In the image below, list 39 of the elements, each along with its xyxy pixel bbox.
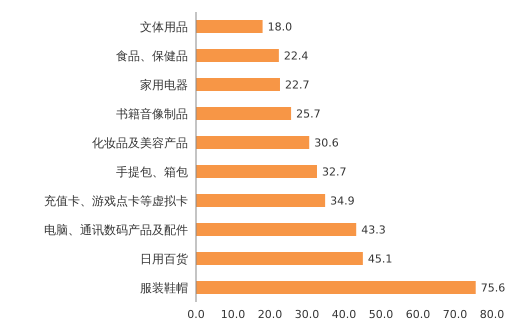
bar	[196, 78, 280, 91]
y-tick-label: 书籍音像制品	[116, 106, 188, 121]
data-label: 45.1	[368, 252, 392, 266]
bar	[196, 165, 317, 178]
data-label: 34.9	[330, 194, 355, 208]
data-label: 43.3	[361, 223, 386, 236]
data-label: 18.0	[268, 20, 292, 34]
bar	[196, 49, 279, 62]
y-tick-label: 化妆品及美容产品	[92, 136, 188, 150]
data-label: 25.7	[296, 107, 321, 120]
x-tick-label: 80.0	[480, 308, 504, 321]
y-tick-label: 家用电器	[140, 78, 188, 92]
bar	[196, 223, 356, 236]
bar	[196, 136, 310, 149]
y-tick-label: 电脑、通讯数码产品及配件	[44, 222, 188, 237]
y-tick-label: 日用百货	[140, 252, 188, 266]
bar	[196, 252, 363, 265]
x-tick-label: 10.0	[220, 308, 246, 321]
bar	[196, 107, 292, 120]
y-tick-label: 服装鞋帽	[140, 280, 188, 295]
bar	[196, 20, 263, 33]
bar	[196, 194, 326, 207]
data-label: 22.7	[284, 78, 310, 92]
y-tick-label: 充值卡、游戏点卡等虚拟卡	[44, 194, 188, 208]
data-label: 22.4	[284, 49, 308, 62]
y-tick-label: 手提包、箱包	[116, 164, 188, 179]
x-tick-label: 40.0	[332, 308, 356, 321]
y-tick-label: 食品、保健品	[116, 48, 188, 63]
data-label: 32.7	[322, 165, 346, 178]
data-label: 75.6	[480, 281, 506, 294]
x-tick-label: 50.0	[368, 308, 394, 321]
x-tick-label: 60.0	[406, 308, 430, 321]
x-tick-label: 20.0	[258, 308, 282, 321]
x-tick-label: 30.0	[294, 308, 320, 321]
data-label: 30.6	[314, 136, 339, 150]
x-tick-label: 0.0	[187, 308, 205, 321]
x-tick-label: 70.0	[442, 308, 468, 321]
bar	[196, 281, 476, 294]
y-tick-label: 文体用品	[140, 20, 188, 34]
